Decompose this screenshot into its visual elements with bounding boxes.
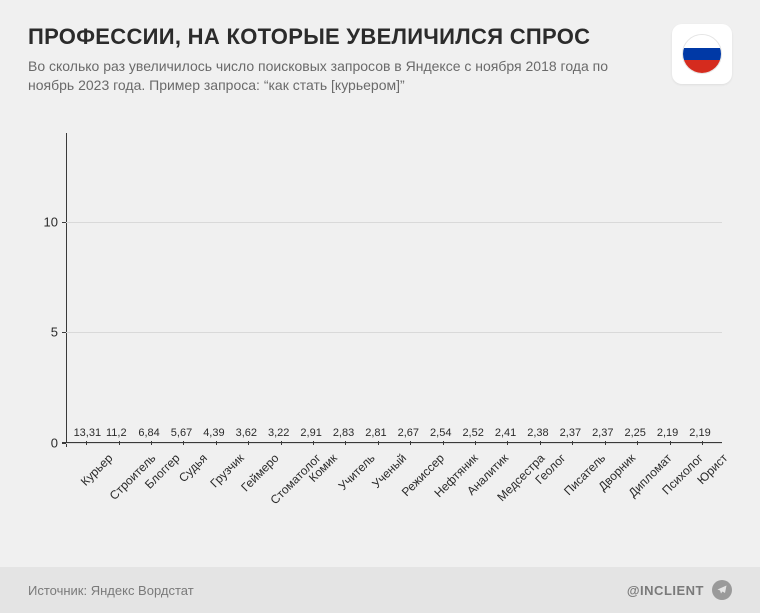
bar-value-label: 13,31	[74, 427, 102, 439]
x-label: Блоггер	[135, 445, 167, 523]
y-tick	[62, 222, 66, 223]
bar-value-label: 2,81	[365, 427, 386, 439]
header-text: ПРОФЕССИИ, НА КОТОРЫЕ УВЕЛИЧИЛСЯ СПРОС В…	[28, 24, 656, 95]
x-tick	[410, 441, 411, 445]
x-tick	[378, 441, 379, 445]
x-label: Ученый	[362, 445, 394, 523]
bar-value-label: 2,37	[592, 427, 613, 439]
x-tick	[119, 441, 120, 445]
bar-value-label: 4,39	[203, 427, 224, 439]
attribution: @INCLIENT	[627, 580, 732, 600]
grid-line	[66, 332, 722, 333]
x-tick	[540, 441, 541, 445]
x-label: Стоматолог	[264, 445, 296, 523]
y-tick	[62, 332, 66, 333]
bar-value-label: 3,62	[236, 427, 257, 439]
x-tick	[637, 441, 638, 445]
x-label: Геолог	[524, 445, 556, 523]
x-label: Аналитик	[459, 445, 491, 523]
chart-subtitle: Во сколько раз увеличилось число поисков…	[28, 57, 656, 95]
x-tick	[670, 441, 671, 445]
grid-line	[66, 222, 722, 223]
x-tick	[281, 441, 282, 445]
bar-value-label: 6,84	[138, 427, 159, 439]
x-label: Комик	[297, 445, 329, 523]
attribution-text: @INCLIENT	[627, 583, 704, 598]
x-label-text: Юрист	[694, 451, 730, 487]
x-label: Нефтяник	[426, 445, 458, 523]
x-label: Грузчик	[200, 445, 232, 523]
bar-value-label: 5,67	[171, 427, 192, 439]
telegram-glyph	[716, 584, 728, 596]
x-tick	[86, 441, 87, 445]
x-label: Психолог	[653, 445, 685, 523]
bar-value-label: 2,41	[495, 427, 516, 439]
x-tick	[216, 441, 217, 445]
bar-value-label: 2,91	[300, 427, 321, 439]
x-label: Строитель	[102, 445, 134, 523]
x-tick	[443, 441, 444, 445]
x-label: Геймеро	[232, 445, 264, 523]
source-text: Источник: Яндекс Вордстат	[28, 583, 194, 598]
y-axis	[66, 133, 67, 447]
x-label: Дворник	[589, 445, 621, 523]
footer: Источник: Яндекс Вордстат @INCLIENT	[0, 567, 760, 613]
flag-stripe-blue	[683, 48, 721, 61]
bar-value-label: 2,83	[333, 427, 354, 439]
x-label: Учитель	[329, 445, 361, 523]
infographic-card: ПРОФЕССИИ, НА КОТОРЫЕ УВЕЛИЧИЛСЯ СПРОС В…	[0, 0, 760, 613]
bar-value-label: 2,54	[430, 427, 451, 439]
chart-title: ПРОФЕССИИ, НА КОТОРЫЕ УВЕЛИЧИЛСЯ СПРОС	[28, 24, 656, 49]
x-label: Юрист	[686, 445, 718, 523]
bars-container: 13,31 11,2 6,84 5,67 4,39 3,62 3,22 2,91 2,83 2,8…	[66, 133, 722, 443]
bar-value-label: 11,2	[106, 427, 127, 439]
y-tick	[62, 443, 66, 444]
x-tick	[345, 441, 346, 445]
x-tick	[183, 441, 184, 445]
bar-value-label: 2,67	[398, 427, 419, 439]
flag-container	[672, 24, 732, 84]
x-tick	[248, 441, 249, 445]
bar-value-label: 2,19	[689, 427, 710, 439]
x-label: Режиссер	[394, 445, 426, 523]
bar-value-label: 2,52	[462, 427, 483, 439]
x-tick	[475, 441, 476, 445]
x-label: Дипломат	[621, 445, 653, 523]
x-labels: КурьерСтроительБлоггерСудьяГрузчикГеймер…	[66, 445, 722, 523]
header: ПРОФЕССИИ, НА КОТОРЫЕ УВЕЛИЧИЛСЯ СПРОС В…	[28, 24, 732, 95]
bar-chart: 13,31 11,2 6,84 5,67 4,39 3,62 3,22 2,91 2,83 2,8…	[28, 123, 732, 523]
x-label: Судья	[167, 445, 199, 523]
bar-value-label: 2,19	[657, 427, 678, 439]
x-tick	[572, 441, 573, 445]
bar-value-label: 2,37	[560, 427, 581, 439]
flag-stripe-white	[683, 35, 721, 48]
russia-flag-icon	[682, 34, 722, 74]
flag-stripe-red	[683, 60, 721, 73]
bar-value-label: 2,25	[624, 427, 645, 439]
telegram-icon	[712, 580, 732, 600]
x-label: Писатель	[556, 445, 588, 523]
grid-line	[66, 443, 722, 444]
bar-value-label: 3,22	[268, 427, 289, 439]
x-tick	[151, 441, 152, 445]
x-tick	[313, 441, 314, 445]
x-label: Курьер	[70, 445, 102, 523]
x-label: Медсестра	[491, 445, 523, 523]
x-tick	[605, 441, 606, 445]
plot-area: 13,31 11,2 6,84 5,67 4,39 3,62 3,22 2,91 2,83 2,8…	[66, 133, 722, 443]
x-tick	[507, 441, 508, 445]
x-tick	[702, 441, 703, 445]
bar-value-label: 2,38	[527, 427, 548, 439]
